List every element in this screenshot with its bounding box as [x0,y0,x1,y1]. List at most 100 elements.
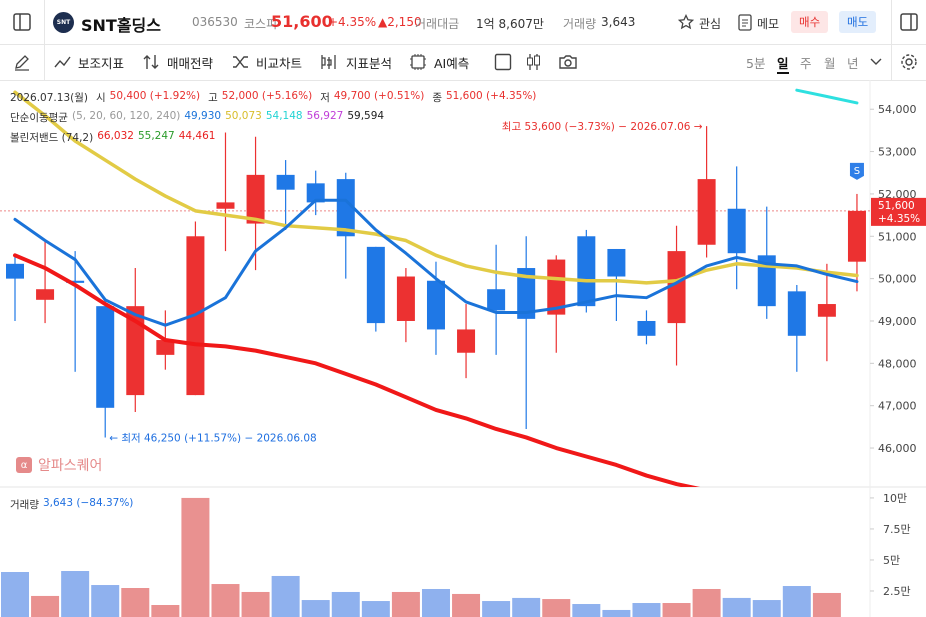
volume-bar [301,600,330,617]
volume-bar [812,592,841,617]
ma-params: (5, 20, 60, 120, 240) [71,110,181,122]
y-tick-label: 48,000 [878,357,917,370]
amount-label: 거래대금 [415,17,460,31]
volume-bar [91,585,120,617]
volume-bar [271,575,300,617]
code: 036530 [192,15,238,29]
volume-bar [752,600,781,617]
candle-body [817,304,836,317]
legend-value: 50,073 [225,110,262,122]
volume-tick-label: 2.5만 [883,585,911,598]
candle-body [547,259,566,315]
low-annotation: ← 최저 46,250 (+11.57%) − 2026.06.08 [109,432,317,444]
volume-value: 3,643 (−84.37%) [42,497,134,509]
y-tick-label: 49,000 [878,315,917,328]
legend-value: 44,461 [178,130,216,142]
toolbar-item[interactable]: 비교차트 [256,56,303,71]
y-tick-label: 52,000 [878,188,917,201]
label: 저 [320,92,330,104]
period-active[interactable]: 일 [777,53,789,74]
y-tick-label: 51,000 [878,230,917,243]
y-tick-label: 53,000 [878,146,917,159]
y-tick-label: 54,000 [878,103,917,116]
memo-icon [738,14,752,31]
volume-bar [542,599,571,617]
volume-bar [241,591,270,617]
volume-bar [1,571,29,617]
candle-body [36,289,55,300]
date: 2026.07.13(월) [10,92,88,104]
candle-body [697,179,716,245]
candle-body [276,174,295,190]
candle-body [667,251,686,324]
volume-info: 거래량 3,643 (−84.37%) [10,497,133,512]
toolbar-item[interactable]: AI예측 [434,56,470,71]
signal-badge [849,162,864,180]
market: 코스피 [244,17,278,31]
y-tick-label: 50,000 [878,273,917,286]
sell-button[interactable]: 매도 [839,11,877,33]
star-icon [678,14,694,30]
volume-bar [391,591,420,617]
period[interactable]: 주 [800,56,812,71]
watermark-text: 알파스퀘어 [38,458,103,474]
candle-body [396,276,415,321]
box-icon[interactable] [494,53,512,71]
volume-bar [662,603,691,617]
toolbar-item[interactable]: 매매전략 [167,56,214,71]
indicator-line [795,88,859,105]
volume-bar [602,609,631,617]
volume-bar [211,584,240,617]
candle-body [637,320,656,336]
stock-name: SNT홀딩스 [81,16,161,35]
volume-bar [632,603,661,617]
change: ▲2,150 [378,15,422,29]
volume: 3,643 [601,15,636,29]
signal-text: S [854,166,860,177]
candle-body [757,255,776,307]
period[interactable]: 5분 [746,56,766,71]
buy-button[interactable]: 매수 [791,11,829,33]
candle-body [336,179,355,237]
chevron-icon[interactable] [870,58,882,66]
camera-icon[interactable] [558,53,578,71]
indicator-line [13,198,859,327]
candle-body [66,280,85,283]
volume-tick-label: 7.5만 [883,523,911,536]
header: SNT SNT홀딩스 036530 코스피 51,600 +4.35% ▲2,1… [0,0,926,45]
open-value: 50,400 (+1.92%) [109,90,201,102]
last-price-box [871,197,926,226]
candle-body [426,280,445,330]
volume-bar [722,597,751,617]
memo-button[interactable]: 메모 [757,17,780,31]
ma-info: 단순이동평균 (5, 20, 60, 120, 240) 49,930 50,073… [10,110,384,125]
period[interactable]: 년 [847,56,859,71]
low-value: 49,700 (+0.51%) [333,90,425,102]
sidebar-icon[interactable] [13,13,31,31]
volume-bar [151,605,180,617]
last-price-label: 51,600 [878,200,915,212]
toolbar-item[interactable]: 보조지표 [78,56,125,71]
label: 고 [208,92,218,104]
volume-bar [331,591,360,617]
compare-icon [233,56,248,68]
settings-icon[interactable] [899,52,919,72]
candle-body [577,236,596,307]
candle-icon[interactable] [525,53,543,71]
toolbar: 보조지표 매매전략 비교차트 지표분석 AI예측 5분 일 주 월 년 [0,44,926,81]
volume-bar [121,588,150,617]
legend-value: 49,930 [184,110,222,122]
panel-icon[interactable] [900,13,918,31]
watch-button[interactable]: 관심 [699,17,722,31]
toolbar-item[interactable]: 지표분석 [346,56,393,71]
logo: SNT [53,12,74,33]
high-annotation: 최고 53,600 (−3.73%) − 2026.07.06 → [502,121,703,133]
legend-value: 59,594 [347,110,385,122]
candle-body [156,340,175,355]
pencil-icon[interactable] [13,53,31,71]
ohlc-info: 2026.07.13(월) 시 50,400 (+1.92%) 고 52,000 (… [10,90,536,105]
label: 종 [432,92,442,104]
period[interactable]: 월 [824,56,836,71]
legend-value: 54,148 [265,110,303,122]
